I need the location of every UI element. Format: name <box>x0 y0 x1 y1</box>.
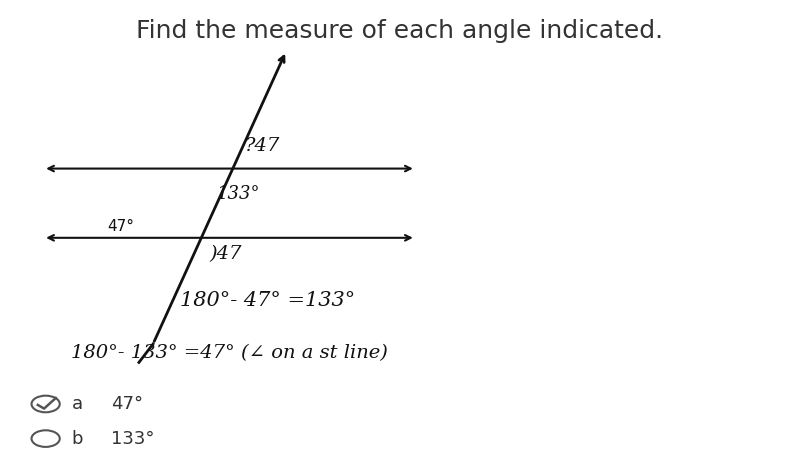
Text: ?47: ?47 <box>245 137 280 154</box>
Text: )47: )47 <box>209 245 242 263</box>
Text: Find the measure of each angle indicated.: Find the measure of each angle indicated… <box>137 18 663 42</box>
Text: 133°: 133° <box>110 430 154 447</box>
Text: 47°: 47° <box>108 219 134 234</box>
Text: a: a <box>71 395 82 413</box>
Text: b: b <box>71 430 83 447</box>
Text: 47°: 47° <box>110 395 143 413</box>
Text: 180°- 133° =47° (∠ on a st line): 180°- 133° =47° (∠ on a st line) <box>70 344 387 362</box>
Text: 133°: 133° <box>217 185 261 203</box>
Text: 180°- 47° =133°: 180°- 47° =133° <box>181 291 356 310</box>
